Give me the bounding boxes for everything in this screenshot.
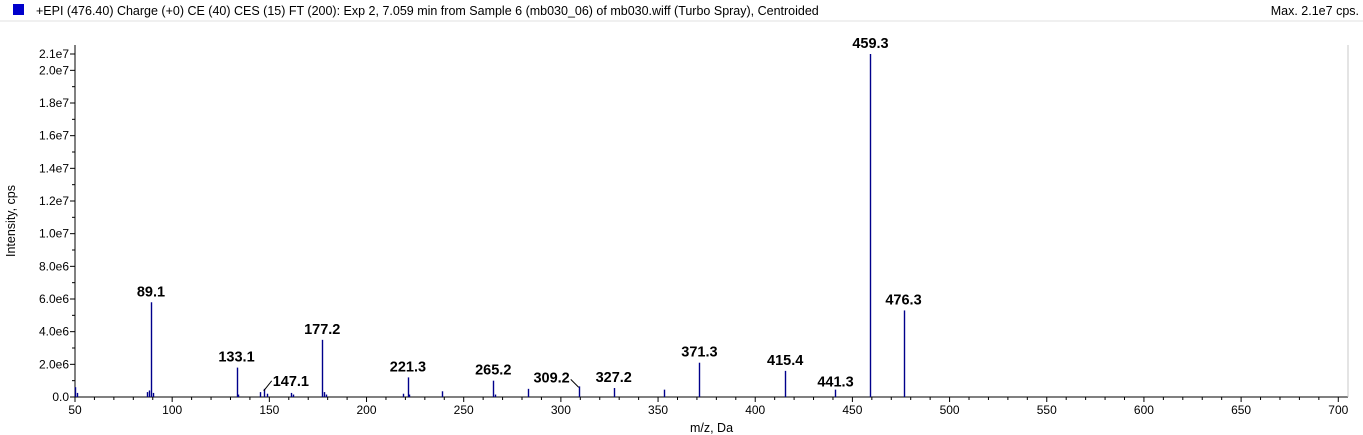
y-tick-label: 2.1e7 xyxy=(39,47,69,61)
x-tick-label: 250 xyxy=(454,403,474,417)
max-intensity-label: Max. 2.1e7 cps. xyxy=(1270,4,1359,18)
peak-labels: 89.1 133.1 147.1 177.2 221.3 265.2 309.2 327.2 3… xyxy=(137,36,922,392)
y-tick-label: 1.6e7 xyxy=(39,129,69,143)
label-leader-line xyxy=(263,380,273,392)
y-tick-label: 8.0e6 xyxy=(39,259,69,273)
legend-swatch-icon xyxy=(13,4,24,15)
peak-label: 441.3 xyxy=(817,375,853,391)
x-tick-label: 100 xyxy=(162,403,182,417)
y-tick-label: 2.0e7 xyxy=(39,63,69,77)
peak-bars xyxy=(74,54,906,397)
peak-label: 459.3 xyxy=(852,36,888,52)
x-tick-label: 500 xyxy=(940,403,960,417)
y-tick-label: 1.4e7 xyxy=(39,161,69,175)
peak-label: 133.1 xyxy=(218,350,254,366)
peak-label: 476.3 xyxy=(885,292,921,308)
x-tick-label: 550 xyxy=(1037,403,1057,417)
x-tick-label: 50 xyxy=(68,403,82,417)
label-leader-line xyxy=(570,379,580,388)
y-axis-title: Intensity, cps xyxy=(4,185,18,257)
peak-label: 89.1 xyxy=(137,284,165,300)
x-tick-label: 350 xyxy=(648,403,668,417)
spectrum-title: +EPI (476.40) Charge (+0) CE (40) CES (1… xyxy=(36,4,819,18)
y-tick-label: 0.0 xyxy=(52,390,69,404)
x-tick-label: 150 xyxy=(259,403,279,417)
x-axis-title: m/z, Da xyxy=(690,421,733,435)
x-tick-label: 400 xyxy=(745,403,765,417)
y-tick-label: 6.0e6 xyxy=(39,292,69,306)
peak-label: 147.1 xyxy=(273,374,309,390)
y-tick-label: 1.8e7 xyxy=(39,96,69,110)
x-tick-label: 300 xyxy=(551,403,571,417)
x-tick-label: 700 xyxy=(1328,403,1348,417)
y-tick-label: 1.2e7 xyxy=(39,194,69,208)
x-tick-label: 600 xyxy=(1134,403,1154,417)
peak-label: 415.4 xyxy=(767,353,803,369)
peak-label: 371.3 xyxy=(681,345,717,361)
peak-label: 177.2 xyxy=(304,322,340,338)
peak-label: 265.2 xyxy=(475,363,511,379)
x-axis: 50 100 150 200 250 300 350 400 450 500 550 600 650 70… xyxy=(68,397,1349,417)
x-tick-label: 450 xyxy=(842,403,862,417)
peak-label: 221.3 xyxy=(390,359,426,375)
y-tick-label: 4.0e6 xyxy=(39,325,69,339)
y-tick-label: 1.0e7 xyxy=(39,227,69,241)
title-bar: +EPI (476.40) Charge (+0) CE (40) CES (1… xyxy=(0,0,1363,22)
y-tick-label: 2.0e6 xyxy=(39,357,69,371)
x-tick-label: 200 xyxy=(357,403,377,417)
peak-label: 327.2 xyxy=(596,370,632,386)
x-tick-label: 650 xyxy=(1231,403,1251,417)
peak-label: 309.2 xyxy=(533,370,569,386)
plot-frame xyxy=(0,20,1363,398)
y-axis: 0.0 2.0e6 4.0e6 6.0e6 8.0e6 1.0e7 1.2e7 1.4e7 1.… xyxy=(39,47,75,404)
